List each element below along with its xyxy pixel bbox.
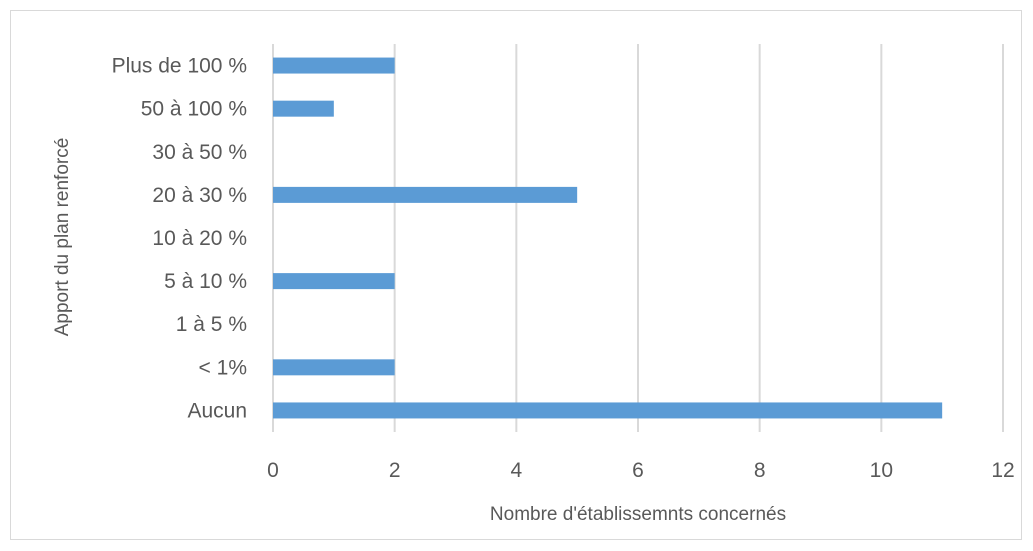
x-tick-label: 8 — [754, 459, 766, 482]
bar — [273, 359, 395, 376]
x-axis-title: Nombre d'établissemnts concernés — [490, 504, 786, 525]
y-axis-title: Apport du plan renforcé — [52, 138, 73, 337]
bar — [273, 57, 395, 74]
y-category-label: < 1% — [199, 356, 247, 379]
x-tick-label: 10 — [870, 459, 893, 482]
y-category-label: 5 à 10 % — [164, 270, 247, 293]
bars — [273, 57, 943, 419]
bar — [273, 100, 334, 117]
bar — [273, 402, 943, 419]
x-tick-label: 4 — [510, 459, 522, 482]
bar — [273, 273, 395, 290]
y-category-label: 10 à 20 % — [152, 227, 247, 250]
x-tick-label: 2 — [389, 459, 401, 482]
y-category-label: Aucun — [187, 399, 247, 422]
y-category-label: 20 à 30 % — [152, 184, 247, 207]
y-category-label: 1 à 5 % — [176, 313, 247, 336]
x-tick-label: 6 — [632, 459, 644, 482]
bar — [273, 186, 578, 203]
x-axis-ticks: 0 2 4 6 8 10 12 — [267, 459, 1015, 482]
y-category-label: 30 à 50 % — [152, 141, 247, 164]
y-axis-categories: Aucun < 1% 1 à 5 % 5 à 10 % 10 à 20 % 20 à 30… — [112, 55, 247, 423]
y-category-label: 50 à 100 % — [141, 98, 247, 121]
x-tick-label: 12 — [991, 459, 1014, 482]
x-tick-label: 0 — [267, 459, 279, 482]
y-category-label: Plus de 100 % — [112, 55, 247, 78]
